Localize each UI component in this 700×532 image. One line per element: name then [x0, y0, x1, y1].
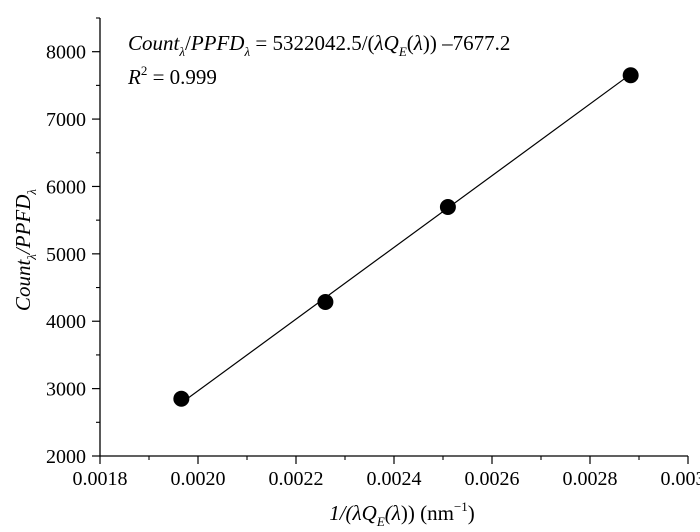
- x-tick-label: 0.0026: [465, 468, 520, 490]
- y-tick-label: 5000: [46, 244, 86, 266]
- y-axis-title: Countλ/PPFDλ: [11, 189, 39, 311]
- fit-line: [180, 73, 632, 404]
- x-axis-ticks: 0.0018 0.0020 0.0022 0.0024 0.0026 0.0028 0.00…: [73, 456, 700, 490]
- x-tick-label: 0.0024: [367, 468, 422, 490]
- y-tick-label: 6000: [46, 176, 86, 198]
- x-tick-label: 0.0022: [269, 468, 324, 490]
- x-tick-label: 0.0018: [73, 468, 128, 490]
- y-tick-label: 7000: [46, 109, 86, 131]
- data-point: [317, 294, 334, 311]
- data-point: [622, 67, 639, 84]
- points-layer: [173, 67, 639, 407]
- y-axis-ticks: 2000 3000 4000 5000 6000 7000 8000: [46, 17, 100, 468]
- data-point: [439, 199, 456, 216]
- x-tick-label: 0.0020: [171, 468, 226, 490]
- fit-equation: Countλ/PPFDλ = 5322042.5/(λQE(λ)) –7677.…: [128, 31, 510, 59]
- x-tick-label: 0.0028: [563, 468, 618, 490]
- r-squared: R2 = 0.999: [127, 63, 217, 89]
- fit-layer: [180, 73, 632, 404]
- y-tick-label: 2000: [46, 446, 86, 468]
- y-tick-label: 8000: [46, 42, 86, 64]
- y-tick-label: 3000: [46, 379, 86, 401]
- data-point: [173, 390, 190, 407]
- x-axis-title: 1/(λQE(λ)) (nm−1): [329, 499, 475, 529]
- y-tick-label: 4000: [46, 311, 86, 333]
